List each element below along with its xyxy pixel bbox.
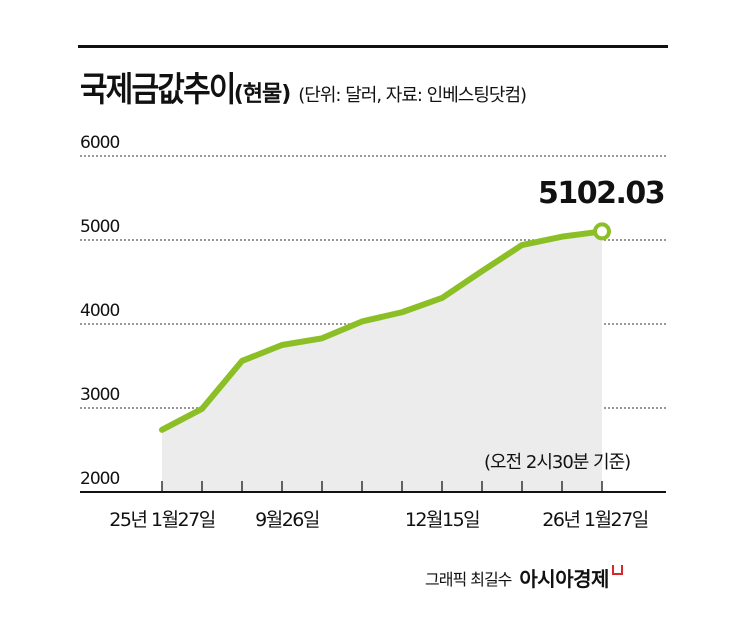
y-tick-5000: 5000 — [80, 217, 120, 237]
graphic-credit: 그래픽 최길수 — [425, 569, 512, 589]
area-fill — [162, 231, 602, 492]
y-tick-3000: 3000 — [80, 385, 120, 405]
brand-mark-icon — [611, 564, 623, 575]
top-rule — [78, 45, 668, 48]
time-basis-note: (오전 2시30분 기준) — [484, 452, 631, 473]
y-tick-4000: 4000 — [80, 301, 120, 321]
x-tick-label: 9월26일 — [255, 509, 320, 531]
price-line — [159, 228, 605, 433]
x-tick-label: 12월15일 — [404, 509, 481, 531]
chart-title: 국제금값추이 — [80, 70, 236, 110]
unit-source-note: (단위: 달러, 자료: 인베스팅닷컴) — [298, 85, 527, 106]
chart-subtitle: (현물) — [233, 82, 292, 107]
brand-logo-text: 아시아경제 — [519, 567, 609, 591]
chart-header: 국제금값추이 (현물) (단위: 달러, 자료: 인베스팅닷컴) — [80, 62, 527, 111]
y-tick-6000: 6000 — [80, 133, 120, 153]
x-tick-label: 26년 1월27일 — [542, 509, 649, 531]
end-point-marker — [593, 222, 611, 241]
x-axis-ticks — [161, 481, 603, 492]
footer-credit: 그래픽 최길수 아시아경제 — [425, 563, 623, 592]
y-tick-2000: 2000 — [80, 469, 120, 489]
end-value-label: 5102.03 — [538, 176, 666, 211]
x-tick-label: 25년 1월27일 — [109, 509, 216, 531]
